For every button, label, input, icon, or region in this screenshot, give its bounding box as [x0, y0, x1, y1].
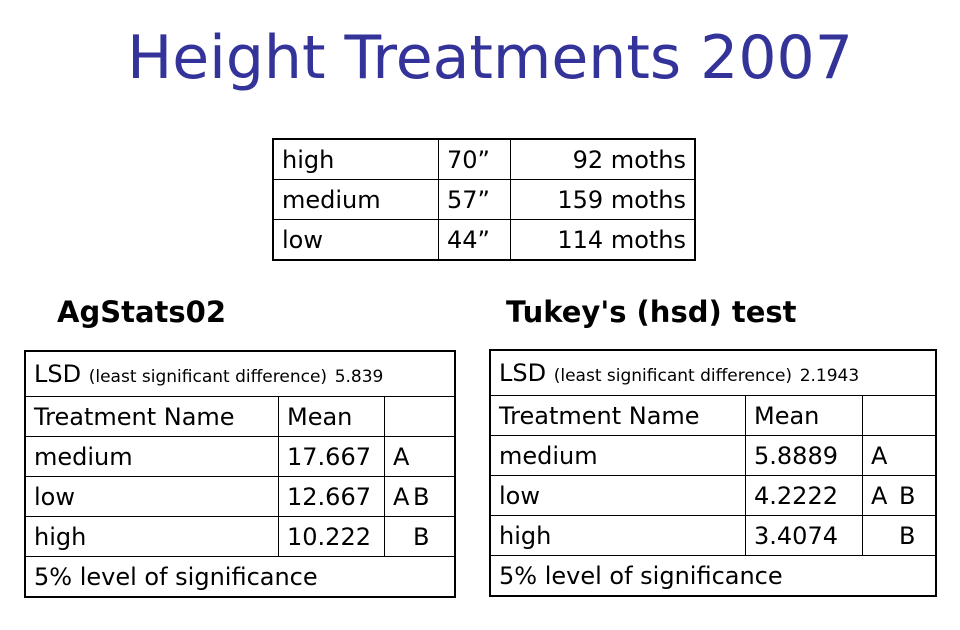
lsd-value: 5.839 — [334, 367, 384, 387]
treatment-mean: 4.2222 — [745, 475, 863, 516]
significance-note: 5% level of significance — [489, 555, 937, 597]
group-letters: B — [384, 516, 456, 557]
group-a: A — [393, 442, 410, 471]
group-b: B — [899, 481, 916, 510]
treatment-height: 44” — [438, 219, 511, 261]
table-row: medium 5.8889 A — [489, 435, 937, 476]
agstats-heading: AgStats02 — [57, 295, 227, 329]
lsd-label: LSD — [34, 360, 82, 388]
treatment-name: low — [272, 219, 439, 261]
treatment-name: high — [24, 516, 279, 557]
lsd-cell: LSD (least significant difference) 5.839 — [24, 350, 456, 397]
moth-count: 92 moths — [510, 138, 696, 180]
group-letters: B — [862, 515, 937, 556]
treatment-mean: 17.667 — [278, 436, 385, 477]
treatment-mean: 5.8889 — [745, 435, 863, 476]
table-row: low 44” 114 moths — [272, 219, 696, 261]
treatment-name: medium — [24, 436, 279, 477]
page-title: Height Treatments 2007 — [127, 23, 853, 93]
tukey-heading: Tukey's (hsd) test — [506, 295, 797, 329]
treatment-height: 70” — [438, 138, 511, 180]
treatment-name: high — [489, 515, 746, 556]
column-header-group — [862, 395, 937, 436]
group-b: B — [899, 521, 916, 550]
treatment-name: medium — [489, 435, 746, 476]
column-header-treatment: Treatment Name — [489, 395, 746, 436]
treatment-name: medium — [272, 179, 439, 220]
treatment-mean: 3.4074 — [745, 515, 863, 556]
moth-count: 114 moths — [510, 219, 696, 261]
table-row: medium 17.667 A — [24, 436, 456, 477]
group-letters: A — [384, 436, 456, 477]
agstats-table: LSD (least significant difference) 5.839… — [24, 350, 456, 598]
table-row: high 70” 92 moths — [272, 138, 696, 180]
footer-row: 5% level of significance — [489, 555, 937, 597]
column-header-group — [384, 396, 456, 437]
lsd-description: (least significant difference) — [553, 366, 793, 386]
group-b: B — [413, 482, 430, 511]
treatment-mean: 12.667 — [278, 476, 385, 517]
footer-row: 5% level of significance — [24, 556, 456, 598]
moth-count: 159 moths — [510, 179, 696, 220]
height-summary-table: high 70” 92 moths medium 57” 159 moths l… — [272, 138, 696, 261]
group-a: A — [393, 482, 410, 511]
table-row: medium 57” 159 moths — [272, 179, 696, 220]
table-row: high 3.4074 B — [489, 515, 937, 556]
lsd-value: 2.1943 — [799, 366, 860, 386]
treatment-mean: 10.222 — [278, 516, 385, 557]
group-b: B — [413, 522, 430, 551]
column-header-mean: Mean — [278, 396, 385, 437]
lsd-row: LSD (least significant difference) 2.194… — [489, 349, 937, 396]
column-header-mean: Mean — [745, 395, 863, 436]
header-row: Treatment Name Mean — [489, 395, 937, 436]
significance-note: 5% level of significance — [24, 556, 456, 598]
header-row: Treatment Name Mean — [24, 396, 456, 437]
lsd-cell: LSD (least significant difference) 2.194… — [489, 349, 937, 396]
column-header-treatment: Treatment Name — [24, 396, 279, 437]
treatment-height: 57” — [438, 179, 511, 220]
group-a: A — [871, 481, 888, 510]
treatment-name: low — [489, 475, 746, 516]
lsd-description: (least significant difference) — [88, 367, 328, 387]
group-a: A — [871, 441, 888, 470]
lsd-row: LSD (least significant difference) 5.839 — [24, 350, 456, 397]
table-row: high 10.222 B — [24, 516, 456, 557]
tukey-table: LSD (least significant difference) 2.194… — [489, 349, 937, 597]
lsd-label: LSD — [499, 359, 547, 387]
group-letters: A — [862, 435, 937, 476]
treatment-name: low — [24, 476, 279, 517]
treatment-name: high — [272, 138, 439, 180]
